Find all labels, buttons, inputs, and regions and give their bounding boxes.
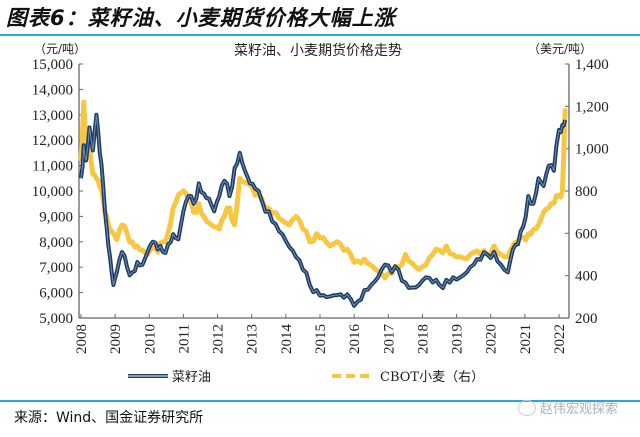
right-tick-label: 400 — [575, 269, 598, 285]
bottom-divider — [0, 400, 640, 402]
left-tick-label: 13,000 — [32, 108, 73, 124]
x-tick-label: 2021 — [518, 324, 534, 354]
left-tick-label: 12,000 — [32, 133, 73, 149]
source-note: 来源：Wind、国金证券研究所 — [14, 410, 204, 426]
x-tick-label: 2018 — [415, 324, 431, 354]
left-axis-unit: （元/吨） — [34, 42, 86, 56]
right-axis-unit: （美元/吨） — [528, 42, 592, 56]
series-layer — [78, 99, 568, 308]
chart-title: 菜籽油、小麦期货价格走势 — [234, 42, 402, 59]
right-tick-label: 1,200 — [575, 99, 609, 115]
x-tick-label: 2019 — [450, 324, 466, 354]
left-tick-label: 7,000 — [39, 260, 73, 276]
chart-canvas: 菜籽油、小麦期货价格走势 （元/吨） （美元/吨） 5,000 6,000 7,00… — [32, 42, 609, 385]
right-tick-label: 200 — [575, 311, 598, 327]
x-tick-label: 2017 — [381, 324, 397, 355]
wechat-icon — [517, 399, 536, 416]
x-tick-label: 2014 — [279, 324, 295, 355]
left-tick-label: 9,000 — [39, 209, 73, 225]
right-tick-label: 600 — [575, 226, 598, 242]
left-tick-label: 10,000 — [32, 184, 73, 200]
top-divider — [0, 34, 640, 36]
right-tick-label: 800 — [575, 184, 598, 200]
x-tick-label: 2016 — [347, 324, 363, 355]
x-tick-label: 2020 — [484, 324, 500, 354]
legend: 菜籽油 CBOT小麦（右） — [128, 370, 484, 385]
figure-title: 图表6：菜籽油、小麦期货价格大幅上涨 — [6, 6, 396, 30]
x-tick-label: 2009 — [108, 324, 124, 354]
left-tick-label: 15,000 — [32, 57, 73, 73]
left-tick-label: 8,000 — [39, 235, 73, 251]
series-line-inner-rapeseed-oil — [80, 114, 566, 307]
left-tick-label: 11,000 — [32, 159, 73, 175]
watermark-text: 赵伟宏观探索 — [539, 402, 618, 417]
x-tick-label: 2011 — [176, 324, 192, 353]
x-tick-label: 2012 — [211, 324, 227, 354]
x-tick-label: 2022 — [552, 324, 568, 354]
right-tick-label: 1,400 — [575, 57, 609, 73]
left-tick-label: 14,000 — [32, 82, 73, 98]
x-tick-label: 2010 — [142, 324, 158, 354]
right-tick-label: 1,000 — [575, 142, 609, 158]
x-tick-label: 2015 — [313, 324, 329, 354]
series-line-rapeseed-oil — [79, 112, 568, 308]
watermark: 赵伟宏观探索 — [517, 398, 618, 417]
left-tick-label: 5,000 — [39, 311, 73, 327]
left-tick-label: 6,000 — [39, 286, 73, 302]
legend-label-wheat: CBOT小麦（右） — [380, 370, 484, 385]
x-tick-label: 2013 — [245, 324, 261, 354]
axes: 5,000 6,000 7,000 8,000 9,000 10,000 11,000 12,… — [32, 57, 609, 354]
legend-label-rapeseed: 菜籽油 — [172, 370, 211, 385]
x-tick-label: 2008 — [74, 324, 90, 354]
